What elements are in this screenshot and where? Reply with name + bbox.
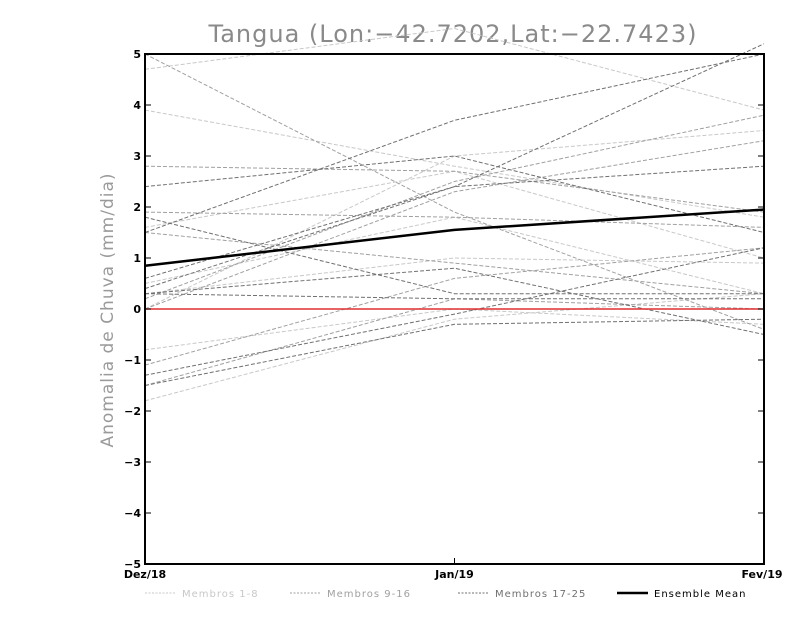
legend: Membros 1-8 Membros 9-16 Membros 17-25 Ense… bbox=[145, 589, 746, 600]
member-line-m15 bbox=[144, 140, 765, 310]
y-tick-label: −5 bbox=[124, 558, 141, 571]
member-line-m19 bbox=[144, 53, 765, 233]
x-tick-label: Dez/18 bbox=[124, 568, 166, 581]
y-tick-label: −1 bbox=[124, 354, 141, 367]
member-line-m13 bbox=[144, 298, 765, 386]
member-line-m23 bbox=[144, 318, 765, 386]
member-line-m5 bbox=[144, 130, 765, 310]
legend-label: Membros 17-25 bbox=[495, 589, 586, 600]
y-tick-label: −2 bbox=[124, 405, 141, 418]
member-line-m22 bbox=[144, 267, 765, 335]
member-line-m11 bbox=[144, 114, 765, 300]
member-line-m14 bbox=[144, 165, 765, 213]
member-line-m8 bbox=[144, 216, 765, 295]
y-tick-label: 1 bbox=[133, 252, 141, 265]
member-line-m16 bbox=[144, 53, 765, 330]
y-tick-label: −4 bbox=[124, 507, 141, 520]
member-line-m21 bbox=[144, 216, 764, 295]
y-ticks: 5 4 3 2 1 0 −1 −2 −3 −4 −5 bbox=[124, 48, 764, 571]
member-line-m18 bbox=[144, 155, 765, 233]
member-line-m9 bbox=[144, 247, 765, 366]
member-line-m2 bbox=[144, 308, 765, 351]
y-tick-label: 3 bbox=[133, 150, 141, 163]
member-line-m25 bbox=[144, 293, 764, 300]
y-tick-label: −3 bbox=[124, 456, 141, 469]
member-line-m3 bbox=[144, 109, 765, 218]
y-axis-label: Anomalia de Chuva (mm/dia) bbox=[98, 172, 118, 447]
legend-label: Ensemble Mean bbox=[654, 589, 746, 600]
legend-label: Membros 1-8 bbox=[182, 589, 259, 600]
member-line-m4 bbox=[144, 27, 765, 111]
member-line-m12 bbox=[144, 211, 765, 228]
y-tick-label: 4 bbox=[133, 99, 141, 112]
member-line-m17 bbox=[144, 247, 765, 376]
legend-label: Membros 9-16 bbox=[327, 589, 411, 600]
member-line-m7 bbox=[144, 257, 765, 295]
y-tick-label: 0 bbox=[133, 303, 141, 316]
y-tick-label: 5 bbox=[133, 48, 141, 61]
ensemble-mean-line bbox=[144, 208, 765, 267]
chart-title: Tangua (Lon:−42.7202,Lat:−22.7423) bbox=[208, 20, 698, 48]
ensemble-mean-group bbox=[144, 208, 765, 267]
member-line-m1 bbox=[144, 293, 765, 402]
member-line-m10 bbox=[144, 232, 765, 295]
x-ticks: Dez/18 Jan/19 Fev/19 bbox=[124, 558, 783, 581]
series-lines bbox=[144, 27, 765, 402]
x-tick-label: Fev/19 bbox=[741, 568, 782, 581]
x-tick-label: Jan/19 bbox=[434, 568, 474, 581]
member-line-m24 bbox=[144, 165, 765, 279]
y-tick-label: 2 bbox=[133, 201, 141, 214]
